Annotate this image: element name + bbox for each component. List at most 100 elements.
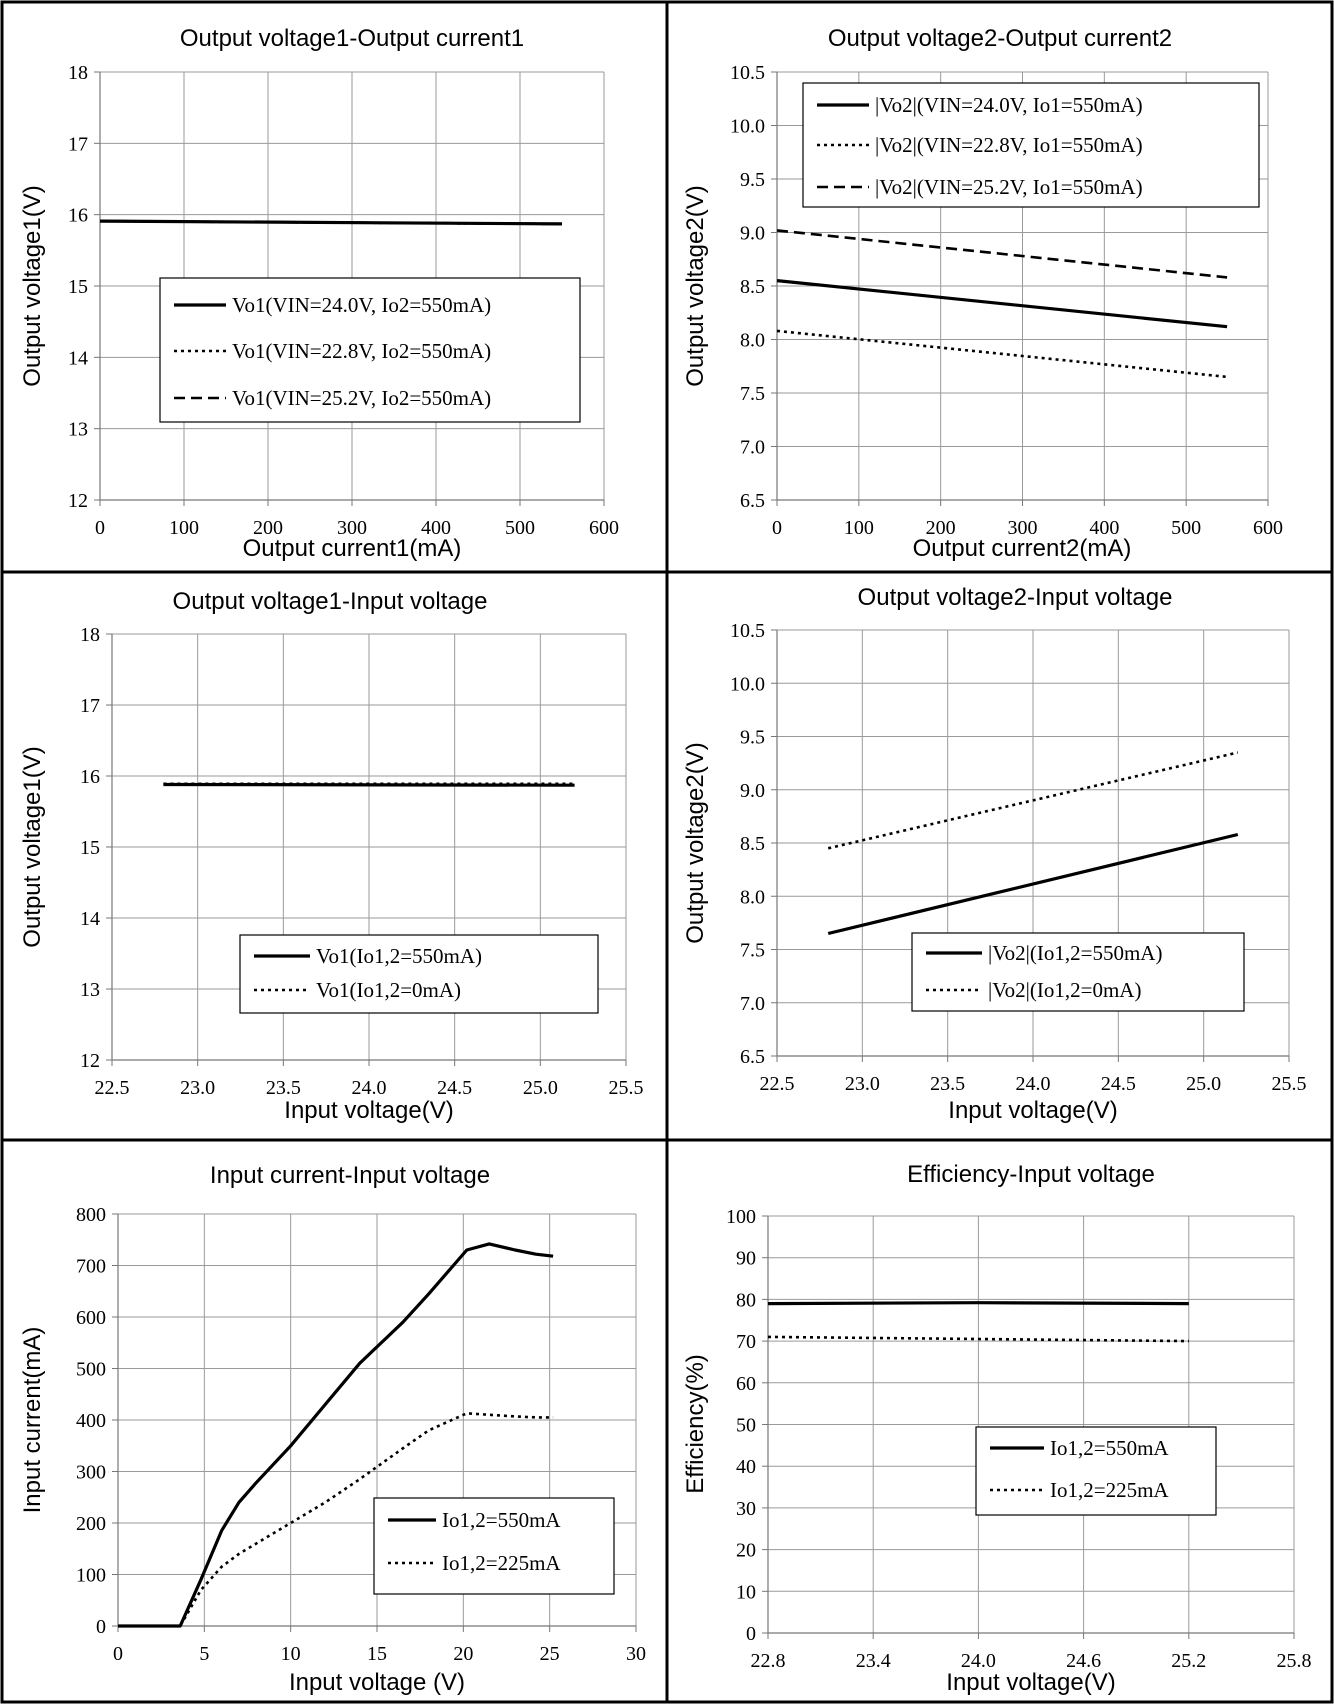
- legend-label: |Vo2|(VIN=22.8V, Io1=550mA): [875, 133, 1143, 157]
- y-tick-label: 10.5: [730, 620, 765, 642]
- x-tick-label: 200: [926, 517, 956, 539]
- x-tick-label: 5: [199, 1643, 209, 1665]
- y-tick-label: 16: [68, 205, 88, 227]
- legend-label: Io1,2=550mA: [1050, 1436, 1169, 1460]
- x-tick-label: 22.5: [95, 1077, 130, 1099]
- chart-4: 22.5 23.0 23.5 24.0 24.5 25.0 25.5 6.5 7.0 7.5 8.0…: [682, 584, 1307, 1124]
- series-line-dotted: [827, 751, 1239, 850]
- series-line-solid: [827, 832, 1239, 936]
- legend: Io1,2=550mA Io1,2=225mA: [975, 1426, 1217, 1516]
- y-tick-label: 13: [80, 979, 100, 1001]
- y-tick-label: 400: [76, 1410, 106, 1432]
- legend-box: [911, 932, 1245, 1012]
- y-tick-label: 14: [80, 908, 100, 930]
- legend-label: |Vo2|(VIN=24.0V, Io1=550mA): [875, 93, 1143, 117]
- y-tick-label: 6.5: [740, 1046, 765, 1068]
- x-tick-label: 25.5: [1272, 1073, 1307, 1095]
- y-tick-label: 80: [736, 1289, 756, 1311]
- y-tick-label: 8.5: [740, 276, 765, 298]
- y-tick-label: 12: [80, 1050, 100, 1072]
- y-tick-label: 90: [736, 1248, 756, 1270]
- x-tick-label: 300: [337, 517, 367, 539]
- series-line-dotted: [767, 1335, 1189, 1343]
- y-axis-label: Output voltage1(V): [19, 746, 46, 947]
- x-tick-label: 30: [626, 1643, 646, 1665]
- y-tick-label: 100: [76, 1565, 106, 1587]
- y-tick-label: 10: [736, 1581, 756, 1603]
- y-tick-label: 17: [68, 133, 88, 155]
- legend-label: Vo1(Io1,2=550mA): [316, 944, 482, 968]
- x-tick-label: 100: [169, 517, 199, 539]
- series-line-dashed: [776, 229, 1228, 279]
- y-tick-label: 800: [76, 1204, 106, 1226]
- y-tick-label: 70: [736, 1331, 756, 1353]
- y-tick-label: 30: [736, 1498, 756, 1520]
- legend-box: [159, 277, 581, 423]
- x-tick-label: 600: [1253, 517, 1283, 539]
- x-axis-label: Input voltage(V): [284, 1097, 453, 1124]
- y-tick-label: 8.5: [740, 833, 765, 855]
- series-line-dotted: [118, 1412, 554, 1628]
- y-tick-label: 16: [80, 766, 100, 788]
- y-tick-label: 20: [736, 1540, 756, 1562]
- chart-title: Efficiency-Input voltage: [907, 1161, 1155, 1188]
- y-tick-label: 15: [68, 276, 88, 298]
- x-axis-label: Input voltage(V): [946, 1669, 1115, 1696]
- x-tick-label: 200: [253, 517, 283, 539]
- y-axis-label: Input current(mA): [19, 1327, 46, 1514]
- y-tick-label: 9.0: [740, 223, 765, 245]
- x-tick-label: 22.5: [760, 1073, 795, 1095]
- x-axis-label: Output current2(mA): [913, 535, 1132, 562]
- legend-label: Vo1(Io1,2=0mA): [316, 978, 461, 1002]
- y-tick-label: 14: [68, 347, 88, 369]
- y-tick-label: 15: [80, 837, 100, 859]
- x-tick-label: 23.5: [266, 1077, 301, 1099]
- x-tick-label: 0: [772, 517, 782, 539]
- x-tick-label: 0: [95, 517, 105, 539]
- y-tick-label: 600: [76, 1307, 106, 1329]
- x-tick-label: 25.0: [523, 1077, 558, 1099]
- chart-title: Output voltage2-Input voltage: [858, 584, 1173, 611]
- y-tick-label: 9.5: [740, 727, 765, 749]
- x-tick-label: 20: [453, 1643, 473, 1665]
- x-tick-label: 23.0: [845, 1073, 880, 1095]
- legend: Vo1(VIN=24.0V, Io2=550mA) Vo1(VIN=22.8V, …: [159, 277, 581, 423]
- legend: |Vo2|(Io1,2=550mA) |Vo2|(Io1,2=0mA): [911, 932, 1245, 1012]
- legend-label: |Vo2|(Io1,2=0mA): [988, 978, 1141, 1002]
- chart-title: Output voltage1-Input voltage: [173, 588, 488, 615]
- series-line-solid: [118, 1242, 554, 1628]
- x-tick-label: 300: [1008, 517, 1038, 539]
- chart-6: 22.8 23.4 24.0 24.6 25.2 25.8 0 10 20 30 40 50 60 70 8…: [682, 1161, 1312, 1696]
- chart-1: 0 100 200 300 400 500 600 12 13 14 15 16 17 18 Output …: [19, 25, 619, 562]
- chart-2: 0 100 200 300 400 500 600 6.5 7.0 7.5 8.0 8.5 9.0 9.5…: [682, 25, 1283, 562]
- x-tick-label: 23.0: [180, 1077, 215, 1099]
- x-tick-label: 500: [505, 517, 535, 539]
- x-axis-label: Input voltage (V): [289, 1669, 465, 1696]
- chart-5: 0 5 10 15 20 25 300100200300400500600700800Inp…: [19, 1162, 646, 1696]
- legend-label: Io1,2=225mA: [1050, 1478, 1169, 1502]
- legend: Io1,2=550mA Io1,2=225mA: [373, 1497, 615, 1595]
- y-tick-label: 40: [736, 1456, 756, 1478]
- y-axis-label: Output voltage2(V): [682, 185, 709, 386]
- x-tick-label: 25.5: [609, 1077, 644, 1099]
- x-tick-label: 600: [589, 517, 619, 539]
- x-tick-label: 23.5: [930, 1073, 965, 1095]
- x-tick-label: 25.0: [1186, 1073, 1221, 1095]
- x-tick-label: 400: [1089, 517, 1119, 539]
- legend-box: [239, 934, 599, 1014]
- y-tick-label: 300: [76, 1462, 106, 1484]
- x-tick-label: 22.8: [751, 1650, 786, 1672]
- y-tick-label: 10.0: [730, 673, 765, 695]
- y-tick-label: 8.0: [740, 886, 765, 908]
- y-tick-label: 500: [76, 1359, 106, 1381]
- y-axis-label: Efficiency(%): [682, 1354, 709, 1494]
- x-tick-label: 500: [1171, 517, 1201, 539]
- y-tick-label: 50: [736, 1415, 756, 1437]
- chart-3: 22.5 23.0 23.5 24.0 24.5 25.0 25.5 12 13 14 15 16 17…: [19, 588, 644, 1124]
- legend-label: Io1,2=225mA: [442, 1551, 561, 1575]
- chart-title: Input current-Input voltage: [210, 1162, 490, 1189]
- y-tick-label: 0: [96, 1616, 106, 1638]
- legend-label: |Vo2|(Io1,2=550mA): [988, 941, 1162, 965]
